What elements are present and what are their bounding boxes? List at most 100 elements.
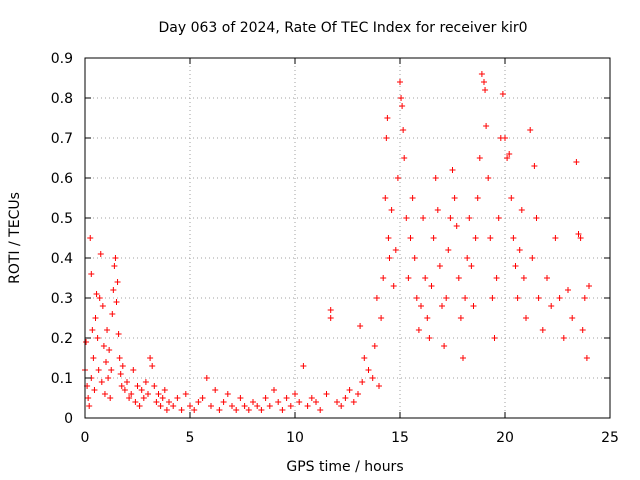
data-point [489,295,496,301]
data-point [468,263,475,269]
data-point [241,403,248,409]
y-tick-label: 0.9 [51,51,73,67]
data-point [512,263,519,269]
data-point [254,403,261,409]
data-point [487,235,494,241]
data-point [98,379,105,385]
data-point [114,279,121,285]
data-point [383,135,390,141]
data-point [392,247,399,253]
data-point [266,403,273,409]
data-point [388,207,395,213]
data-point [159,395,166,401]
data-point [100,343,107,349]
data-point [544,275,550,281]
data-point [112,255,119,261]
data-point [124,379,130,385]
data-point [94,335,101,341]
data-point [208,403,214,409]
data-point [371,343,378,349]
data-point [495,215,502,221]
data-point [90,355,97,361]
data-point [216,407,223,413]
y-tick-label: 0 [64,411,73,427]
data-point [445,247,452,253]
data-point [556,295,563,301]
data-point [224,391,231,397]
data-point [128,391,135,397]
data-point [109,311,116,317]
data-point [203,375,210,381]
chart-title: Day 063 of 2024, Rate Of TEC Index for r… [158,20,527,36]
data-point [107,395,114,401]
data-point [483,123,490,129]
y-tick-label: 0.8 [51,91,73,107]
data-point [97,251,104,257]
data-point [87,235,94,241]
data-point [470,303,477,309]
data-point [138,387,145,393]
data-point [430,235,437,241]
data-point [140,395,147,401]
data-point [258,407,265,413]
data-point [134,383,141,389]
data-point [424,315,431,321]
data-point [466,215,473,221]
data-point [145,391,151,397]
data-point [386,255,393,261]
data-point [149,363,156,369]
data-point [373,295,380,301]
data-point [462,295,469,301]
data-point [147,355,154,361]
data-point [283,395,290,401]
data-point [170,403,177,409]
y-tick-label: 0.3 [51,291,73,307]
data-point [460,355,466,361]
data-point [105,375,112,381]
data-point [93,291,100,297]
data-point [178,407,185,413]
y-tick-label: 0.4 [51,251,73,267]
data-point [518,207,525,213]
data-point [86,403,93,409]
x-tick-label: 5 [186,430,195,446]
data-point [531,163,538,169]
data-point [103,359,109,365]
data-point [296,399,303,405]
data-point [212,387,219,393]
data-point [117,371,124,377]
plot-frame [84,57,611,419]
data-point [449,167,456,173]
data-point [279,407,286,413]
data-point [533,215,540,221]
y-tick-label: 0.7 [51,131,73,147]
data-point [116,355,123,361]
data-point [308,395,315,401]
data-point [313,399,319,405]
data-point [432,175,439,181]
data-point [523,315,529,321]
data-point [151,383,158,389]
data-point [405,275,412,281]
data-point [420,215,427,221]
data-point [508,195,515,201]
data-point [441,343,448,349]
data-point [493,275,500,281]
data-point [426,335,433,341]
data-point [415,327,422,333]
data-point [166,399,172,405]
data-point [577,235,584,241]
data-point [130,367,137,373]
data-point [275,399,282,405]
data-point [199,395,206,401]
data-point [409,195,416,201]
data-point [520,275,527,281]
data-point [397,79,403,85]
data-point [250,399,256,405]
data-point [422,275,429,281]
data-point [155,391,162,397]
data-point [411,255,418,261]
data-point [359,379,366,385]
data-point [403,215,410,221]
